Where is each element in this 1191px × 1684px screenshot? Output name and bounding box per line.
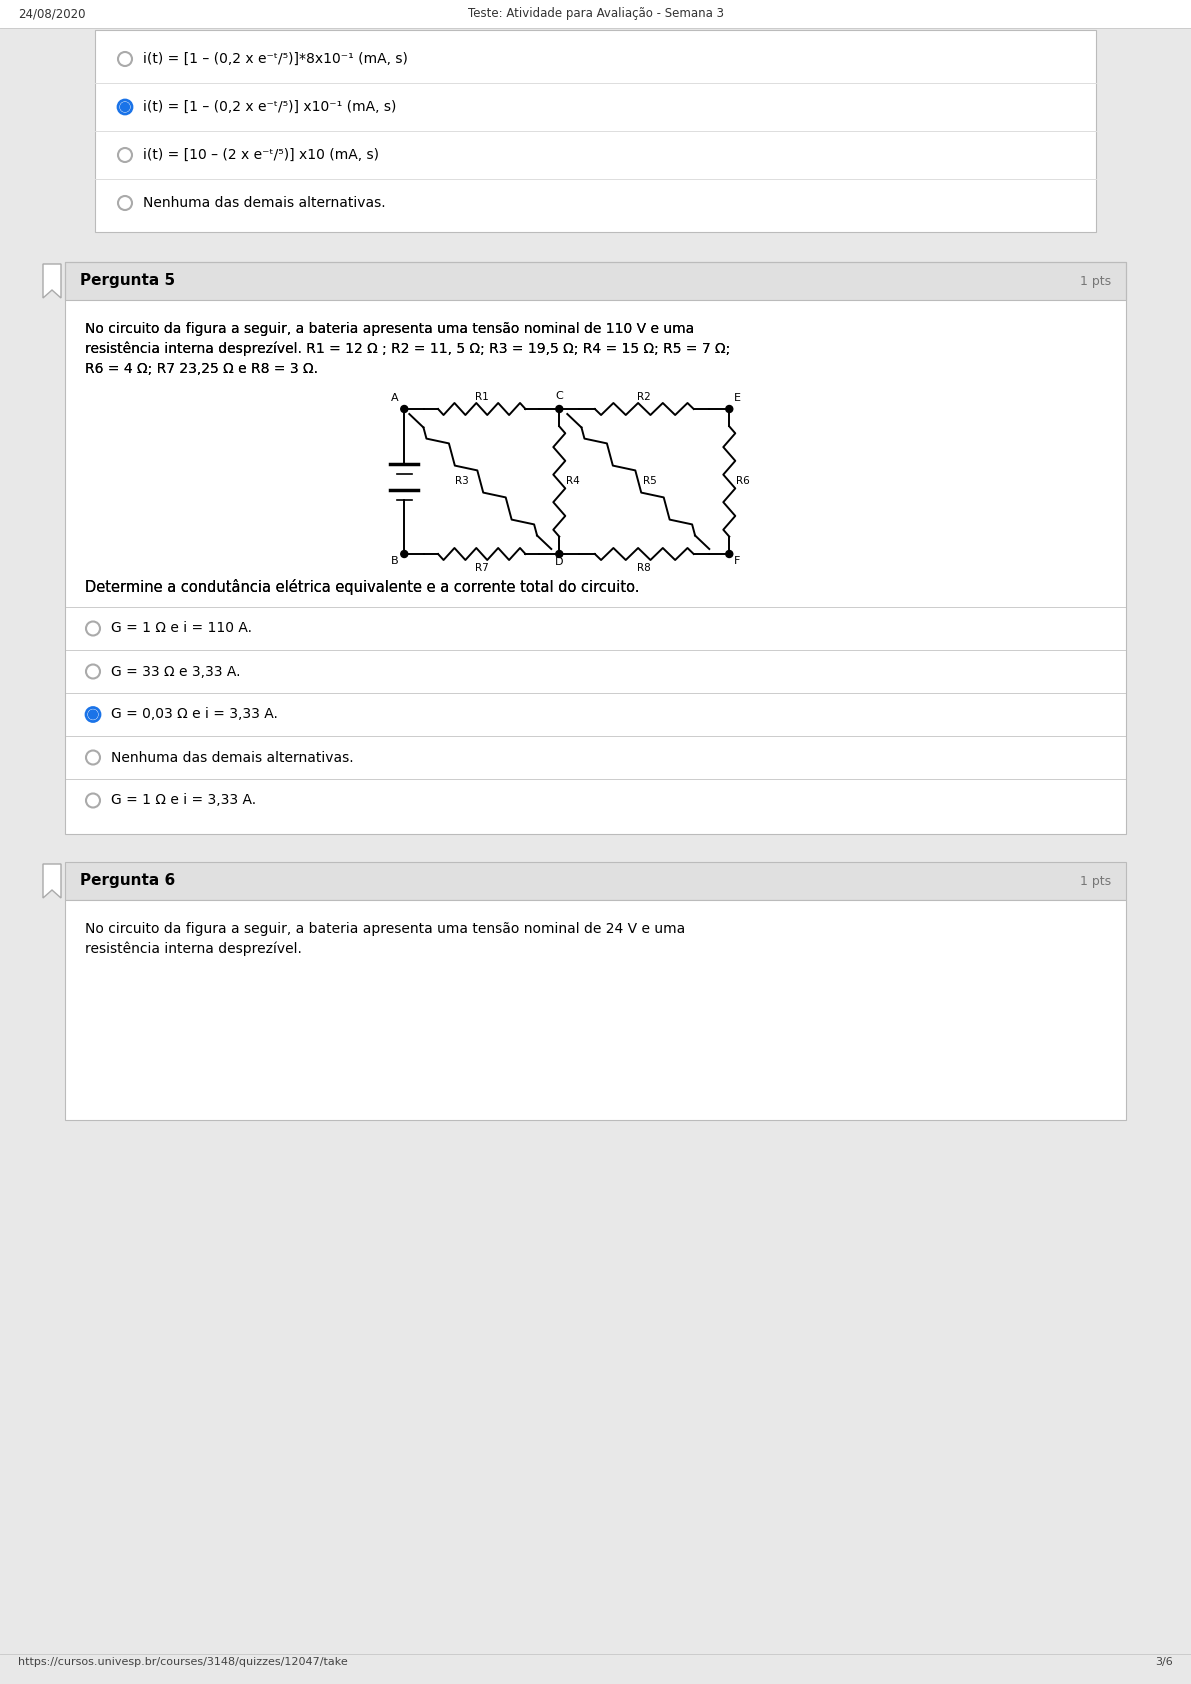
Text: G = 1 Ω e i = 110 A.: G = 1 Ω e i = 110 A. (111, 621, 252, 635)
Text: 1 pts: 1 pts (1080, 274, 1111, 288)
Text: Pergunta 5: Pergunta 5 (80, 273, 175, 288)
Circle shape (118, 148, 132, 162)
Text: No circuito da figura a seguir, a bateria apresenta uma tensão nominal de 110 V : No circuito da figura a seguir, a bateri… (85, 322, 694, 337)
Text: R3: R3 (455, 477, 469, 487)
Text: 1 pts: 1 pts (1080, 874, 1111, 887)
Text: No circuito da figura a seguir, a bateria apresenta uma tensão nominal de 110 V : No circuito da figura a seguir, a bateri… (85, 322, 694, 337)
Text: G = 1 Ω e i = 3,33 A.: G = 1 Ω e i = 3,33 A. (111, 793, 256, 808)
Circle shape (118, 195, 132, 210)
Bar (66, 263, 1125, 300)
Bar (66, 300, 1125, 834)
Text: resistência interna desprezível. R1 = 12 Ω ; R2 = 11, 5 Ω; R3 = 19,5 Ω; R4 = 15 : resistência interna desprezível. R1 = 12… (85, 342, 730, 357)
Circle shape (86, 665, 100, 679)
Circle shape (118, 99, 132, 115)
Circle shape (401, 551, 407, 557)
Circle shape (86, 793, 100, 808)
Circle shape (725, 551, 732, 557)
Text: G = 33 Ω e 3,33 A.: G = 33 Ω e 3,33 A. (111, 665, 241, 679)
Text: Nenhuma das demais alternativas.: Nenhuma das demais alternativas. (143, 195, 386, 210)
Text: R4: R4 (567, 477, 580, 487)
Text: No circuito da figura a seguir, a bateria apresenta uma tensão nominal de 24 V e: No circuito da figura a seguir, a bateri… (85, 923, 685, 936)
Circle shape (556, 551, 563, 557)
Bar (0, 0, 1191, 29)
Circle shape (556, 406, 563, 413)
Circle shape (86, 751, 100, 765)
Text: Determine a condutância elétrica equivalente e a corrente total do circuito.: Determine a condutância elétrica equival… (85, 579, 640, 594)
Text: A: A (391, 392, 398, 402)
Text: https://cursos.univesp.br/courses/3148/quizzes/12047/take: https://cursos.univesp.br/courses/3148/q… (18, 1657, 348, 1667)
Text: R2: R2 (637, 392, 651, 402)
Text: resistência interna desprezível. R1 = 12 Ω ; R2 = 11, 5 Ω; R3 = 19,5 Ω; R4 = 15 : resistência interna desprezível. R1 = 12… (85, 342, 730, 357)
Circle shape (725, 406, 732, 413)
Bar (66, 862, 1125, 899)
Text: resistência interna desprezível.: resistência interna desprezível. (85, 941, 301, 957)
Text: F: F (734, 556, 741, 566)
Text: G = 0,03 Ω e i = 3,33 A.: G = 0,03 Ω e i = 3,33 A. (111, 707, 278, 721)
Text: Teste: Atividade para Avaliação - Semana 3: Teste: Atividade para Avaliação - Semana… (468, 7, 723, 20)
Text: i(t) = [1 – (0,2 x e⁻ᵗ/⁵)] x10⁻¹ (mA, s): i(t) = [1 – (0,2 x e⁻ᵗ/⁵)] x10⁻¹ (mA, s) (143, 99, 397, 115)
Circle shape (401, 406, 407, 413)
Text: R8: R8 (637, 562, 651, 573)
Circle shape (86, 621, 100, 635)
Text: Determine a condutância elétrica equivalente e a corrente total do circuito.: Determine a condutância elétrica equival… (85, 579, 640, 594)
Text: i(t) = [10 – (2 x e⁻ᵗ/⁵)] x10 (mA, s): i(t) = [10 – (2 x e⁻ᵗ/⁵)] x10 (mA, s) (143, 148, 379, 162)
Text: R6: R6 (736, 477, 750, 487)
Text: R6 = 4 Ω; R7 23,25 Ω e R8 = 3 Ω.: R6 = 4 Ω; R7 23,25 Ω e R8 = 3 Ω. (85, 362, 318, 376)
Text: R7: R7 (475, 562, 488, 573)
Text: C: C (555, 391, 563, 401)
Text: D: D (555, 557, 563, 568)
Text: 3/6: 3/6 (1155, 1657, 1173, 1667)
Bar (66, 899, 1125, 1120)
Circle shape (120, 103, 130, 111)
Text: Nenhuma das demais alternativas.: Nenhuma das demais alternativas. (111, 751, 354, 765)
Circle shape (86, 707, 100, 721)
Bar (66, 263, 1125, 834)
Polygon shape (43, 864, 61, 898)
Circle shape (88, 711, 98, 719)
Bar (95, 30, 1096, 232)
Text: B: B (391, 556, 398, 566)
Polygon shape (43, 264, 61, 298)
Text: R1: R1 (475, 392, 488, 402)
Text: 24/08/2020: 24/08/2020 (18, 7, 86, 20)
Text: Pergunta 6: Pergunta 6 (80, 874, 175, 889)
Text: i(t) = [1 – (0,2 x e⁻ᵗ/⁵)]*8x10⁻¹ (mA, s): i(t) = [1 – (0,2 x e⁻ᵗ/⁵)]*8x10⁻¹ (mA, s… (143, 52, 407, 66)
Text: E: E (734, 392, 741, 402)
Text: R5: R5 (643, 477, 657, 487)
Circle shape (118, 52, 132, 66)
Text: R6 = 4 Ω; R7 23,25 Ω e R8 = 3 Ω.: R6 = 4 Ω; R7 23,25 Ω e R8 = 3 Ω. (85, 362, 318, 376)
